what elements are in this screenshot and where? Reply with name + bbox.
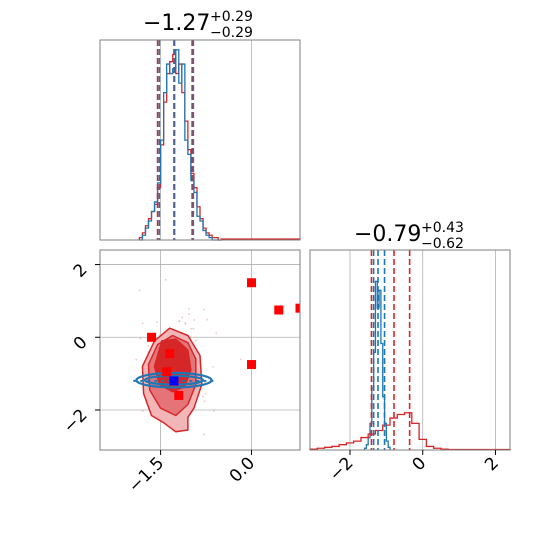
sample-point bbox=[203, 308, 206, 311]
sample-point bbox=[178, 320, 181, 322]
panel-3-frame bbox=[309, 249, 511, 451]
red-marker-3 bbox=[174, 390, 184, 400]
sample-point bbox=[203, 433, 205, 436]
sample-point bbox=[193, 319, 196, 321]
y-tick-label: 0 bbox=[70, 333, 92, 355]
sample-point bbox=[203, 400, 206, 403]
x-tick-label: 2 bbox=[481, 453, 503, 475]
panel-1-frame bbox=[99, 39, 301, 241]
red-marker-5 bbox=[274, 305, 284, 315]
title-param-1-plus: +0.29 bbox=[210, 9, 253, 25]
sample-point bbox=[188, 313, 190, 316]
x-tick-label: 0.0 bbox=[226, 453, 259, 486]
title-param-2-median: −0.79 bbox=[354, 222, 421, 247]
sample-point bbox=[141, 410, 144, 413]
y-tick-label: −2 bbox=[60, 405, 92, 437]
sample-point bbox=[215, 332, 218, 335]
y-tick-label: 2 bbox=[70, 260, 92, 282]
sample-point bbox=[212, 365, 214, 368]
red-marker-4 bbox=[247, 278, 257, 288]
sample-point bbox=[155, 321, 158, 324]
sample-point bbox=[187, 307, 190, 310]
hist-series-0 bbox=[363, 280, 391, 450]
sample-point bbox=[181, 316, 184, 319]
sample-point bbox=[189, 336, 192, 338]
sample-point bbox=[192, 327, 195, 330]
x-tick-label: −2 bbox=[326, 453, 358, 485]
sample-point bbox=[141, 322, 144, 325]
hist-series-1 bbox=[309, 412, 511, 451]
sample-point bbox=[138, 289, 141, 292]
red-marker-6 bbox=[295, 303, 300, 313]
title-param-2-plus: +0.43 bbox=[421, 220, 464, 236]
sample-point bbox=[201, 395, 204, 398]
red-marker-0 bbox=[147, 332, 157, 342]
title-param-2-minus: −0.62 bbox=[421, 236, 464, 252]
red-marker-7 bbox=[247, 360, 257, 370]
sample-point bbox=[135, 358, 138, 361]
sample-point bbox=[184, 321, 187, 324]
red-marker-8 bbox=[320, 398, 329, 407]
panel-joint: −1.5 0.0 2 0 −2 bbox=[60, 249, 329, 497]
title-param-1-median: −1.27 bbox=[143, 11, 210, 36]
panel-2-frame bbox=[99, 249, 301, 451]
sample-point bbox=[139, 337, 142, 340]
sample-point bbox=[147, 345, 150, 347]
hist-series-0 bbox=[138, 53, 301, 241]
sample-point bbox=[204, 392, 207, 395]
sample-point bbox=[195, 339, 197, 342]
title-param-1-minus: −0.29 bbox=[210, 25, 253, 41]
sample-point bbox=[164, 278, 167, 281]
x-tick-label: 0 bbox=[408, 453, 430, 475]
hist-series-1 bbox=[139, 49, 222, 241]
sample-point bbox=[204, 381, 206, 384]
x-tick-label: −1.5 bbox=[125, 453, 168, 496]
red-marker-2 bbox=[162, 367, 172, 377]
blue-marker-0 bbox=[169, 376, 179, 386]
sample-point bbox=[190, 327, 193, 330]
sample-point bbox=[239, 358, 242, 361]
panel-marginal-param-2: −0.79 +0.43 −0.62 −2 0 2 bbox=[309, 220, 511, 485]
panel-marginal-param-1: −1.27 +0.29 −0.29 bbox=[99, 9, 301, 241]
sample-point bbox=[212, 409, 215, 412]
red-marker-1 bbox=[165, 349, 175, 359]
sample-point bbox=[206, 318, 209, 321]
